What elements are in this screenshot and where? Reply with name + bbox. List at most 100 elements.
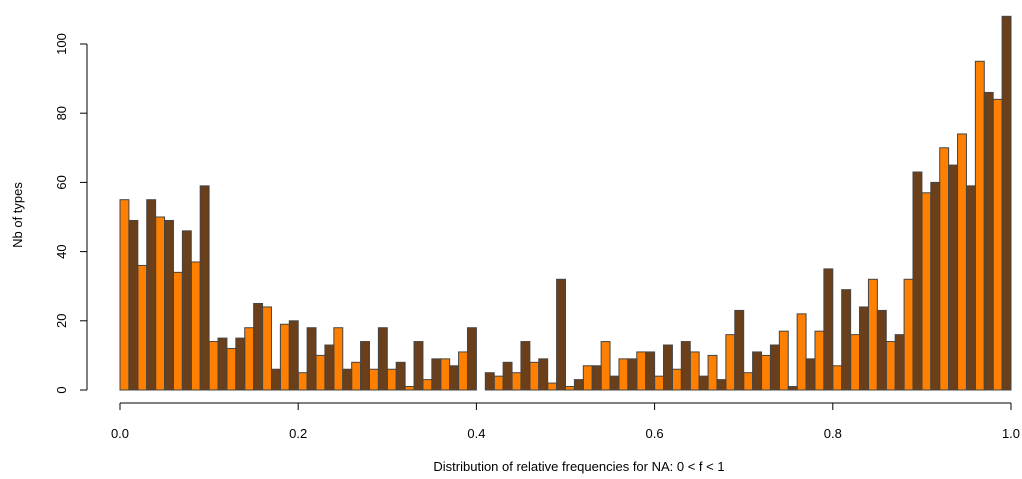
bar-series-1-bin-27 bbox=[600, 341, 611, 391]
bar-series-2-bin-23 bbox=[538, 358, 549, 391]
bar-series-2-bin-19 bbox=[466, 327, 477, 391]
y-tick-label: 20 bbox=[54, 314, 69, 328]
x-tick-label: 0.0 bbox=[111, 426, 129, 441]
bar-series-1-bin-49 bbox=[992, 98, 1003, 391]
bar-series-1-bin-4 bbox=[190, 261, 201, 391]
bar-series-2-bin-13 bbox=[360, 341, 370, 391]
bar-series-1-bin-14 bbox=[368, 368, 379, 391]
x-tick-label: 0.6 bbox=[646, 426, 664, 441]
bar-series-2-bin-33 bbox=[716, 379, 727, 391]
bar-series-2-bin-31 bbox=[680, 341, 691, 391]
bar-series-1-bin-7 bbox=[244, 327, 255, 391]
bar-series-1-bin-33 bbox=[707, 354, 718, 391]
bar-series-2-bin-46 bbox=[948, 164, 959, 391]
bar-series-2-bin-32 bbox=[698, 375, 709, 391]
bar-series-1-bin-1 bbox=[137, 264, 148, 391]
bar-series-2-bin-35 bbox=[752, 351, 763, 391]
y-tick-label: 100 bbox=[54, 33, 69, 55]
bar-series-1-bin-40 bbox=[832, 365, 843, 391]
bar-series-2-bin-9 bbox=[288, 320, 299, 391]
bar-series-1-bin-36 bbox=[761, 354, 771, 391]
bar-series-2-bin-0 bbox=[128, 219, 139, 391]
bar-series-1-bin-41 bbox=[850, 334, 861, 391]
bar-series-2-bin-37 bbox=[787, 386, 798, 391]
bar-series-1-bin-21 bbox=[493, 375, 504, 391]
bar-series-2-bin-1 bbox=[146, 199, 157, 391]
bar-series-2-bin-11 bbox=[324, 344, 335, 391]
bar-series-1-bin-13 bbox=[351, 361, 362, 391]
bar-series-1-bin-6 bbox=[226, 347, 237, 391]
bar-series-1-bin-19 bbox=[458, 351, 468, 391]
bar-series-2-bin-49 bbox=[1001, 15, 1012, 391]
bar-series-2-bin-44 bbox=[912, 171, 923, 391]
bar-series-1-bin-42 bbox=[867, 278, 878, 391]
bar-series-2-bin-45 bbox=[930, 181, 941, 391]
bar-series-2-bin-43 bbox=[894, 334, 905, 391]
bar-series-1-bin-24 bbox=[547, 382, 558, 391]
x-axis-title: Distribution of relative frequencies for… bbox=[433, 459, 724, 474]
y-axis: 0 20 40 60 80 100 bbox=[54, 33, 88, 394]
bar-series-1-bin-34 bbox=[725, 334, 736, 391]
bar-series-1-bin-16 bbox=[404, 386, 415, 391]
bar-series-1-bin-3 bbox=[172, 271, 183, 391]
bar-series-2-bin-18 bbox=[449, 365, 460, 391]
bar-series-1-bin-0 bbox=[119, 199, 130, 391]
bar-series-2-bin-20 bbox=[484, 372, 495, 391]
bar-series-1-bin-46 bbox=[939, 147, 950, 391]
bar-series-1-bin-29 bbox=[636, 351, 647, 391]
bar-series-1-bin-17 bbox=[422, 379, 433, 391]
bar-series-2-bin-28 bbox=[627, 358, 638, 391]
bar-series-1-bin-30 bbox=[654, 375, 665, 391]
bar-series-1-bin-32 bbox=[689, 351, 700, 391]
bar-series-1-bin-26 bbox=[582, 365, 593, 391]
bar-series-2-bin-6 bbox=[235, 337, 246, 391]
bar-series-2-bin-22 bbox=[520, 341, 531, 391]
bar-series-1-bin-43 bbox=[885, 341, 896, 391]
bar-series-2-bin-41 bbox=[859, 306, 869, 391]
bar-series-2-bin-15 bbox=[395, 361, 406, 391]
bar-series-1-bin-9 bbox=[279, 323, 290, 391]
bar-series-2-bin-47 bbox=[965, 185, 976, 391]
bar-series-2-bin-17 bbox=[431, 358, 442, 391]
bar-series-2-bin-27 bbox=[609, 375, 620, 391]
bar-series-2-bin-30 bbox=[663, 344, 673, 391]
bar-series-2-bin-24 bbox=[556, 278, 567, 391]
bar-series-1-bin-11 bbox=[315, 354, 326, 391]
bar-series-2-bin-12 bbox=[342, 368, 353, 391]
bar-series-2-bin-2 bbox=[164, 219, 174, 391]
bar-series-1-bin-8 bbox=[262, 306, 272, 391]
bar-series-1-bin-39 bbox=[814, 330, 825, 391]
bars-group bbox=[119, 15, 1012, 391]
bar-series-2-bin-36 bbox=[769, 344, 780, 391]
bar-series-1-bin-23 bbox=[529, 361, 540, 391]
bar-series-1-bin-10 bbox=[297, 372, 308, 391]
bar-series-1-bin-47 bbox=[957, 133, 967, 391]
bar-series-2-bin-42 bbox=[876, 309, 887, 391]
x-tick-label: 0.8 bbox=[824, 426, 842, 441]
bar-series-2-bin-16 bbox=[413, 341, 424, 391]
bar-series-2-bin-40 bbox=[841, 289, 852, 391]
bar-series-1-bin-15 bbox=[386, 368, 397, 391]
y-tick-label: 0 bbox=[54, 386, 69, 393]
bar-series-2-bin-7 bbox=[253, 303, 264, 391]
bar-series-2-bin-39 bbox=[823, 268, 834, 391]
x-axis: 0.0 0.2 0.4 0.6 0.8 1.0 bbox=[111, 402, 1020, 441]
bar-series-2-bin-8 bbox=[270, 368, 281, 391]
x-tick-label: 1.0 bbox=[1002, 426, 1020, 441]
bar-series-1-bin-12 bbox=[333, 327, 344, 391]
bar-series-2-bin-14 bbox=[377, 327, 388, 391]
y-tick-label: 60 bbox=[54, 175, 69, 189]
bar-series-1-bin-18 bbox=[440, 358, 451, 391]
bar-series-1-bin-22 bbox=[511, 372, 522, 391]
bar-series-1-bin-38 bbox=[796, 313, 807, 391]
bar-series-1-bin-5 bbox=[208, 341, 219, 391]
bar-series-2-bin-25 bbox=[573, 379, 584, 391]
bar-series-2-bin-29 bbox=[645, 351, 656, 391]
bar-series-1-bin-25 bbox=[565, 386, 575, 391]
bar-series-2-bin-5 bbox=[217, 337, 228, 391]
bar-series-1-bin-2 bbox=[155, 216, 166, 391]
bar-series-2-bin-3 bbox=[181, 230, 192, 391]
bar-series-1-bin-35 bbox=[743, 372, 754, 391]
bar-series-2-bin-21 bbox=[502, 361, 513, 391]
